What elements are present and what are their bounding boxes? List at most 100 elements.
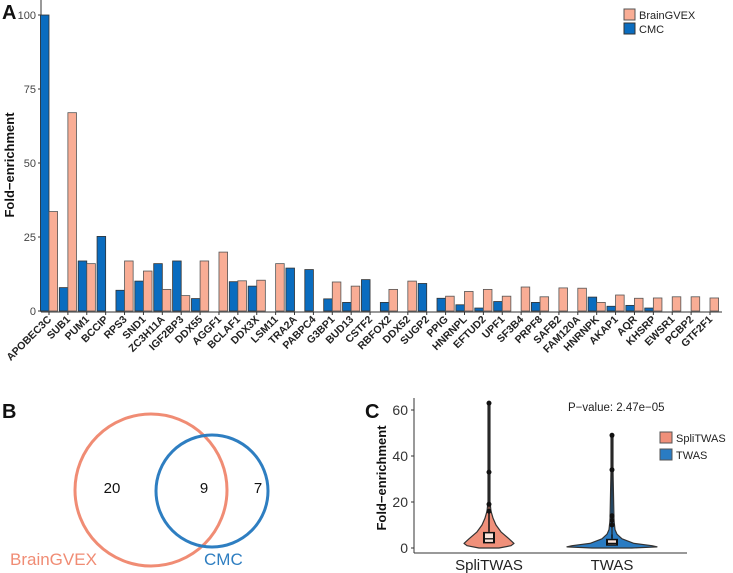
bar-cmc-khsrp (644, 307, 654, 312)
y-tick-label: 100 (18, 10, 36, 22)
bar-cmc-rps3 (115, 289, 125, 312)
bar-braingvex-sub1 (67, 112, 77, 312)
venn-count-both: 9 (200, 480, 208, 497)
legend-label-braingvex: BrainGVEX (639, 10, 696, 22)
legend-swatch-cmc (623, 22, 636, 35)
c-y-tick-label: 20 (392, 494, 408, 510)
bar-cmc-ppig (436, 297, 447, 312)
bar-cmc-eftud2 (474, 307, 484, 312)
bar-braingvex-snd1 (143, 270, 153, 312)
outlier-point (609, 513, 615, 519)
bar-braingvex-ppig (445, 295, 455, 312)
boxplot-inner (485, 533, 493, 542)
bar-braingvex-bud13 (350, 285, 361, 312)
legend-label-splitwas: SpliTWAS (676, 433, 726, 445)
bar-cmc-sugp2 (417, 283, 428, 312)
y-tick-label: 75 (24, 84, 36, 96)
bar-braingvex-ewsr1 (671, 296, 682, 312)
bar-cmc-ddx3x (247, 285, 258, 312)
legend-label-twas: TWAS (676, 450, 707, 462)
bar-braingvex-igf2bp3 (180, 295, 191, 312)
venn-count-braingvex-only: 20 (104, 480, 121, 497)
bar-braingvex-hnrnpk (596, 302, 606, 312)
bar-braingvex-eftud2 (482, 288, 493, 312)
bar-braingvex-gtf2f1 (709, 297, 720, 312)
bar-braingvex-upf1 (501, 295, 512, 312)
bar-braingvex-pum1 (86, 263, 96, 312)
bar-cmc-ddx55 (191, 298, 201, 312)
bar-braingvex-akap1 (615, 294, 625, 312)
bar-braingvex-rps3 (124, 260, 134, 312)
bar-braingvex-fam120a (577, 287, 587, 312)
bar-braingvex-aqr (634, 297, 644, 312)
bar-cmc-hnrnpk (587, 296, 598, 312)
bar-cmc-pabpc4 (304, 269, 314, 312)
bar-braingvex-ddx52 (407, 280, 417, 312)
bar-braingvex-g3bp1 (331, 281, 342, 312)
y-tick-label: 50 (24, 158, 36, 170)
bar-braingvex-khsrp (652, 297, 663, 312)
bar-cmc-apobec3c (40, 14, 50, 312)
legend-swatch-braingvex (623, 8, 636, 21)
bar-cmc-aqr (625, 304, 635, 312)
bar-braingvex-apobec3c (48, 211, 59, 312)
x-tick-label: APOBEC3C (4, 313, 54, 363)
venn-count-cmc-only: 7 (254, 480, 262, 497)
outlier-point (486, 501, 492, 507)
outlier-point (486, 469, 492, 475)
bar-braingvex-lsm11 (275, 263, 285, 312)
outlier-point (609, 522, 615, 528)
c-x-tick-label: SpliTWAS (455, 557, 523, 573)
outlier-point (486, 508, 492, 514)
bar-braingvex-zc3h11a (161, 288, 172, 312)
bar-cmc-tra2a (285, 267, 295, 312)
y-tick-label: 0 (30, 306, 36, 318)
bar-braingvex-ddx55 (199, 260, 210, 312)
outlier-point (609, 432, 615, 438)
venn-label-cmc: CMC (204, 550, 243, 569)
y-axis-label: Fold−enrichment (2, 112, 17, 218)
bar-cmc-upf1 (493, 301, 503, 312)
bar-cmc-rbfox2 (379, 302, 390, 312)
bar-braingvex-sf3b4 (520, 286, 531, 312)
c-y-tick-label: 0 (400, 540, 408, 556)
bar-braingvex-aggf1 (218, 251, 228, 312)
bar-braingvex-pcbp2 (690, 296, 701, 312)
bar-cmc-zc3h11a (153, 263, 163, 312)
bar-cmc-bccip (96, 236, 107, 312)
c-x-tick-label: TWAS (591, 557, 634, 573)
bar-braingvex-ddx3x (256, 279, 266, 312)
venn-circle-cmc (154, 433, 270, 549)
bar-cmc-igf2bp3 (172, 260, 182, 312)
venn-circle-braingvex (73, 412, 229, 568)
bar-cmc-g3bp1 (323, 298, 333, 312)
c-y-axis-label: Fold−enrichment (374, 425, 389, 531)
venn-label-braingvex: BrainGVEX (10, 550, 97, 569)
legend-swatch-twas (659, 448, 673, 461)
bar-cmc-bud13 (342, 302, 352, 312)
panel-label-b: B (2, 401, 16, 423)
bar-braingvex-bclaf1 (237, 280, 247, 312)
outlier-point (486, 400, 492, 406)
bar-braingvex-hnrnpl (464, 291, 474, 312)
panel-label-a: A (2, 2, 16, 24)
bar-cmc-akap1 (606, 305, 616, 312)
legend-swatch-splitwas (659, 431, 673, 444)
bar-cmc-snd1 (134, 280, 144, 312)
c-y-tick-label: 60 (392, 402, 408, 418)
bar-cmc-sub1 (58, 287, 69, 312)
boxplot-inner (608, 540, 616, 545)
outlier-point (609, 517, 615, 523)
outlier-point (609, 467, 615, 473)
bar-cmc-cstf2 (361, 279, 371, 312)
bar-braingvex-safb2 (558, 287, 568, 312)
bar-braingvex-prpf8 (539, 296, 550, 312)
p-value-annotation: P−value: 2.47e−05 (568, 402, 665, 414)
bar-cmc-hnrnpl (455, 304, 465, 312)
bar-cmc-pum1 (77, 260, 88, 312)
bar-braingvex-rbfox2 (388, 288, 398, 312)
c-y-tick-label: 40 (392, 448, 408, 464)
bar-cmc-prpf8 (531, 302, 541, 312)
panel-label-c: C (365, 401, 379, 423)
